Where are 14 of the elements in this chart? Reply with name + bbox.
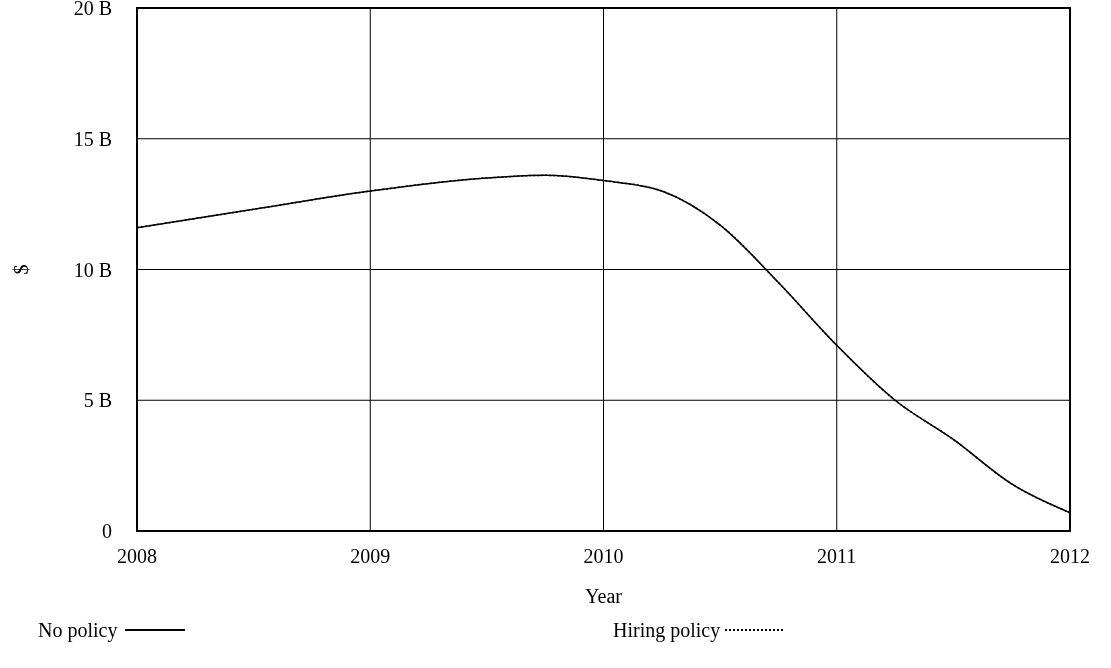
x-tick-label: 2012 (1050, 545, 1090, 567)
y-tick-label: 0 (102, 520, 112, 542)
y-tick-label: 15 B (73, 127, 112, 150)
y-axis-title: $ (10, 264, 32, 275)
x-tick-label: 2011 (817, 545, 857, 567)
x-tick-label: 2009 (350, 545, 391, 567)
legend-label: No policy (38, 619, 118, 642)
x-tick-label: 2010 (583, 545, 624, 567)
y-tick-label: 20 B (73, 0, 112, 19)
y-tick-label: 10 B (73, 258, 112, 281)
y-tick-label: 5 B (83, 389, 112, 412)
legend-label: Hiring policy (613, 619, 721, 642)
x-axis-title: Year (585, 585, 623, 607)
x-tick-label: 2008 (117, 545, 157, 567)
